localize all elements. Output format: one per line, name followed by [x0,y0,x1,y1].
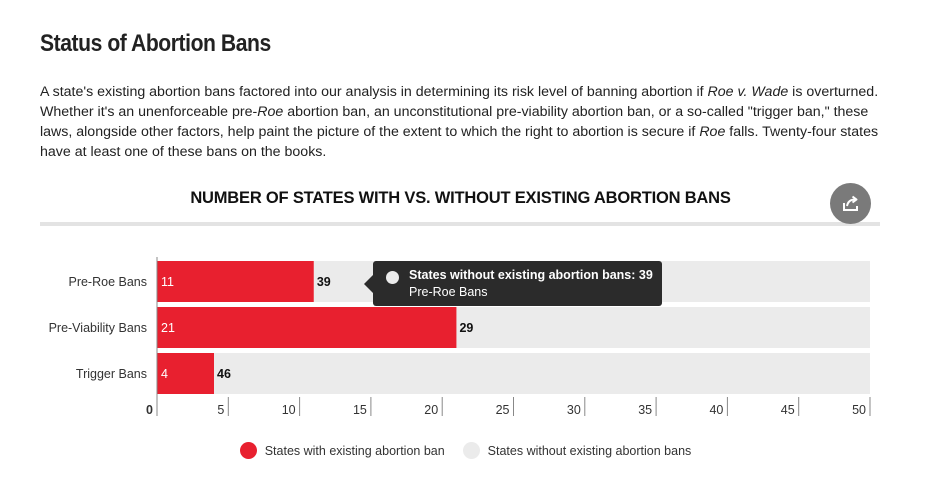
x-tick-label-30: 30 [567,403,581,417]
data-label-without-bans-2: 29 [459,321,473,335]
x-tick-label-35: 35 [638,403,652,417]
legend-item-without-bans[interactable]: States without existing abortion bans [462,442,692,459]
x-tick-label-10: 10 [282,403,296,417]
bar-without-bans-3[interactable] [214,353,871,394]
x-tick-label-50: 50 [852,403,866,417]
x-tick-label-40: 40 [709,403,723,417]
intro-text-4: falls. Twenty-four states have at least … [40,124,879,160]
intro-text-1: A state's existing abortion bans factore… [40,84,708,100]
bar-with-bans-1[interactable] [157,261,314,302]
bar-with-bans-2[interactable] [157,307,457,348]
chart-title-divider [40,222,880,226]
tooltip-value: 39 [638,268,653,282]
x-tick-label-45: 45 [781,403,795,417]
chart-legend: States with existing abortion ban States… [0,442,931,459]
share-icon [843,195,858,211]
chart-title: NUMBER OF STATES WITH VS. WITHOUT EXISTI… [190,189,731,207]
x-tick-label-20: 20 [424,403,438,417]
intro-italic-2: Roe [257,104,284,120]
data-label-without-bans-3: 46 [217,367,231,381]
tooltip-series-dot [386,271,399,284]
x-tick-label-5: 5 [217,403,224,417]
intro-text-2: is overturned. Whether it's an unenforce… [40,84,879,120]
intro-italic-3: Roe [699,124,726,140]
data-label-without-bans-1: 39 [317,275,331,289]
legend-swatch-without-bans [462,442,480,459]
intro-paragraph: A state's existing abortion bans factore… [40,82,890,162]
page-title: Status of Abortion Bans [40,30,271,57]
y-tick-label-2: Pre-Viability Bans [49,321,147,335]
tooltip-value-line: States without existing abortion bans: 3… [409,268,653,282]
legend-swatch-with-bans [239,442,257,459]
data-label-with-bans-2: 21 [161,321,175,335]
share-button[interactable] [830,183,871,224]
tooltip-category: Pre-Roe Bans [409,285,488,299]
tooltip-series-name: States without existing abortion bans [409,268,632,282]
intro-text-3: abortion ban, an unconstitutional pre-vi… [40,104,869,140]
bar-without-bans-2[interactable] [456,307,870,348]
intro-italic-1: Roe v. Wade [707,84,789,100]
data-label-with-bans-3: 4 [161,367,168,381]
y-tick-label-3: Trigger Bans [76,367,147,381]
legend-label-without-bans: States without existing abortion bans [487,443,692,458]
y-tick-label-1: Pre-Roe Bans [68,275,147,289]
bar-with-bans-3[interactable] [157,353,215,394]
legend-item-with-bans[interactable]: States with existing abortion ban [239,442,445,459]
x-tick-label-15: 15 [353,403,367,417]
x-tick-label-0: 0 [146,403,153,417]
bar-chart: 11 39 Pre-Roe Bans 21 29 Pre-Viability Bans 4 4… [49,257,871,417]
x-tick-label-25: 25 [496,403,510,417]
data-label-with-bans-1: 11 [161,275,174,289]
legend-label-with-bans: States with existing abortion ban [264,443,445,458]
chart-tooltip: States without existing abortion bans: 3… [364,261,662,306]
